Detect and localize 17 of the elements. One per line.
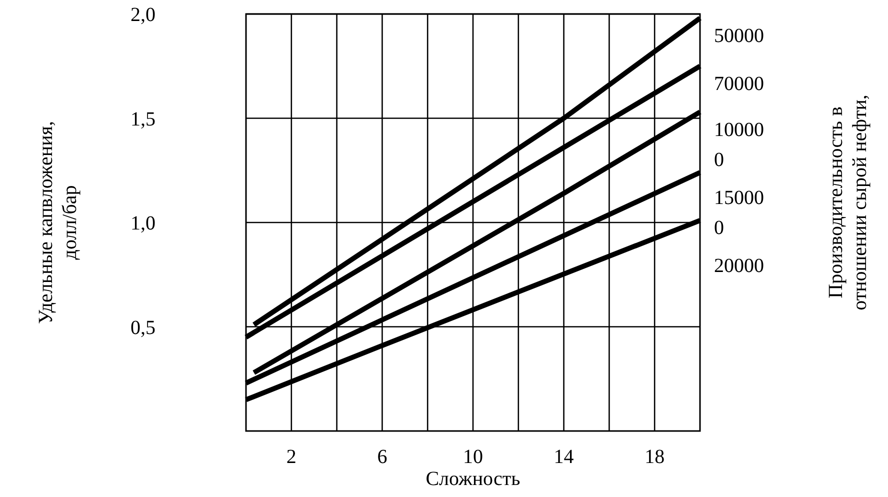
y-tick-label: 0,5 — [130, 316, 156, 339]
text: Производительность в отношении сырой нефти, — [825, 94, 871, 310]
series-label: 150000 — [714, 186, 764, 239]
y-axis-title: Удельные капвложения, долл/бар — [35, 121, 81, 324]
series-label: 50000 — [714, 25, 764, 48]
series-label: 70000 — [714, 73, 764, 96]
series-label: 20000 — [714, 254, 764, 277]
x-tick-label: 18 — [644, 446, 665, 468]
y-tick-label: 1,5 — [130, 108, 156, 130]
series-label: 100000 — [714, 118, 764, 171]
x-tick-label: 2 — [286, 446, 296, 468]
x-tick-label: 10 — [463, 446, 483, 468]
y-tick-label: 1,0 — [130, 212, 156, 234]
x-axis-title: Сложность — [426, 468, 520, 490]
x-tick-label: 6 — [377, 446, 388, 468]
y-tick-label: 2,0 — [130, 4, 156, 26]
x-tick-label: 14 — [554, 446, 574, 468]
